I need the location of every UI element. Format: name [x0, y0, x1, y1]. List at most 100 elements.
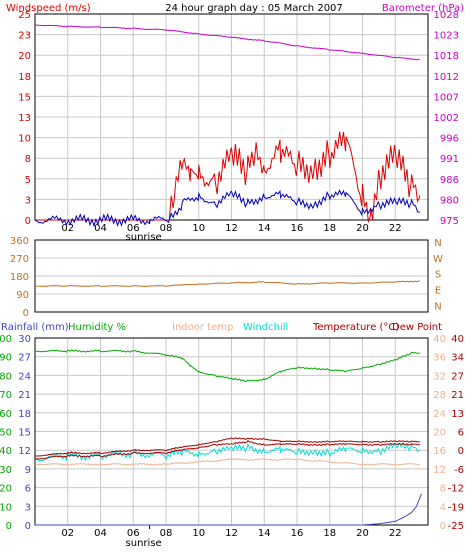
temperature-tick-0: -25 — [448, 521, 464, 532]
p1-xtick-16: 16 — [291, 223, 304, 234]
humidity-tick-10: 100 — [0, 334, 12, 345]
direction-letter-4: N — [434, 301, 441, 312]
top-panel-frame — [34, 13, 429, 221]
indoor-tick-9: 36 — [433, 353, 446, 364]
p3-xtick-14: 14 — [258, 528, 271, 539]
temperature-tick-1: -19 — [448, 502, 464, 513]
chart-title: 24 hour graph day : 05 March 2007 — [165, 3, 343, 14]
temperature-tick-4: 0 — [458, 446, 464, 457]
barometer-tick-10: 1028 — [434, 10, 459, 21]
indoor-tick-5: 20 — [433, 428, 446, 439]
humidity-tick-0: 0 — [6, 521, 12, 532]
barometer-tick-7: 1012 — [434, 72, 459, 83]
windspeed-tick-6: 15 — [18, 92, 31, 103]
rainfall-tick-0: 0 — [25, 521, 31, 532]
barometer-tick-4: 996 — [440, 134, 459, 145]
windspeed-tick-0: 0 — [25, 216, 31, 227]
rainfall-line — [35, 493, 422, 526]
windchill-line — [34, 441, 421, 462]
direction-tick-0: 0 — [23, 308, 29, 319]
temperature-legend: Temperature (°C) — [312, 322, 399, 333]
p1-xtick-12: 12 — [225, 223, 238, 234]
indoor-tick-6: 24 — [433, 409, 446, 420]
p1-xtick-08: 08 — [160, 223, 173, 234]
rainfall-tick-5: 15 — [18, 428, 31, 439]
direction-tick-4: 360 — [10, 236, 29, 247]
windspeed-tick-4: 10 — [18, 134, 31, 145]
p3-xtick-06: 06 — [127, 528, 140, 539]
rainfall-tick-9: 27 — [18, 353, 31, 364]
direction-letter-1: W — [433, 254, 443, 265]
rainfall-tick-4: 12 — [18, 446, 31, 457]
windspeed-tick-1: 3 — [25, 195, 31, 206]
rainfall-axis-title: Rainfall (mm) — [1, 322, 69, 333]
windspeed-tick-10: 25 — [18, 10, 31, 21]
barometer-axis-title: Barometer (hPa) — [382, 3, 464, 14]
sunrise-label-top: sunrise — [126, 232, 162, 243]
p3-xtick-04: 04 — [94, 528, 107, 539]
p1-xtick-22: 22 — [389, 223, 402, 234]
humidity-tick-7: 70 — [0, 390, 12, 401]
barometer-tick-3: 991 — [440, 154, 459, 165]
p3-xtick-08: 08 — [160, 528, 173, 539]
dewpoint-legend: Dew Point — [392, 322, 442, 333]
rainfall-tick-10: 30 — [18, 334, 31, 345]
temperature-tick-6: 13 — [451, 409, 464, 420]
dewpoint-line — [34, 440, 421, 460]
indoor-tick-2: 8 — [440, 484, 446, 495]
sunrise-label-bottom: sunrise — [126, 538, 162, 549]
humidity-axis-title: Humidity % — [68, 322, 126, 333]
rainfall-tick-3: 9 — [25, 465, 31, 476]
barometer-tick-5: 1002 — [434, 113, 459, 124]
barometer-tick-1: 980 — [440, 195, 459, 206]
windspeed-tick-2: 5 — [25, 175, 31, 186]
p1-xtick-04: 04 — [94, 223, 107, 234]
barometer-line — [34, 24, 420, 61]
windspeed-tick-3: 8 — [25, 154, 31, 165]
p3-xtick-10: 10 — [192, 528, 205, 539]
p1-xtick-14: 14 — [258, 223, 271, 234]
rainfall-tick-7: 21 — [18, 390, 31, 401]
p1-xtick-18: 18 — [323, 223, 336, 234]
direction-tick-1: 90 — [16, 290, 29, 301]
humidity-tick-2: 20 — [0, 484, 12, 495]
rainfall-tick-6: 18 — [18, 409, 31, 420]
middle-panel-frame — [34, 239, 429, 313]
humidity-tick-1: 10 — [0, 502, 12, 513]
rainfall-tick-2: 6 — [25, 484, 31, 495]
humidity-tick-8: 80 — [0, 371, 12, 382]
humidity-tick-9: 90 — [0, 353, 12, 364]
p3-xtick-18: 18 — [323, 528, 336, 539]
p3-xtick-16: 16 — [291, 528, 304, 539]
wind-average-line — [34, 189, 421, 228]
humidity-tick-3: 30 — [0, 465, 12, 476]
barometer-tick-9: 1023 — [434, 31, 459, 42]
windspeed-tick-9: 23 — [18, 31, 31, 42]
temperature-line — [35, 437, 420, 457]
p1-xtick-20: 20 — [356, 223, 369, 234]
indoor-tick-7: 28 — [433, 390, 446, 401]
windchill-legend: Windchill — [243, 322, 288, 333]
windspeed-tick-8: 20 — [18, 51, 31, 62]
direction-letter-2: S — [435, 270, 441, 281]
barometer-tick-6: 1007 — [434, 92, 459, 103]
windspeed-tick-7: 18 — [18, 72, 31, 83]
temperature-tick-2: -12 — [448, 484, 464, 495]
p1-xtick-06: 06 — [127, 223, 140, 234]
indoor-tick-10: 40 — [433, 334, 446, 345]
temperature-tick-9: 34 — [451, 353, 464, 364]
barometer-tick-0: 975 — [440, 216, 459, 227]
indoor-tick-1: 4 — [440, 502, 446, 513]
direction-letter-0: N — [434, 238, 441, 249]
p3-xtick-22: 22 — [389, 528, 402, 539]
humidity-line — [34, 349, 420, 383]
direction-tick-2: 180 — [10, 272, 29, 283]
indoor-temp-legend: Indoor temp — [172, 322, 233, 333]
p3-xtick-02: 02 — [61, 528, 74, 539]
indoor-tick-8: 32 — [433, 371, 446, 382]
p3-xtick-20: 20 — [356, 528, 369, 539]
wind-direction-line — [34, 280, 420, 288]
windspeed-line — [168, 131, 421, 223]
barometer-tick-8: 1018 — [434, 51, 459, 62]
